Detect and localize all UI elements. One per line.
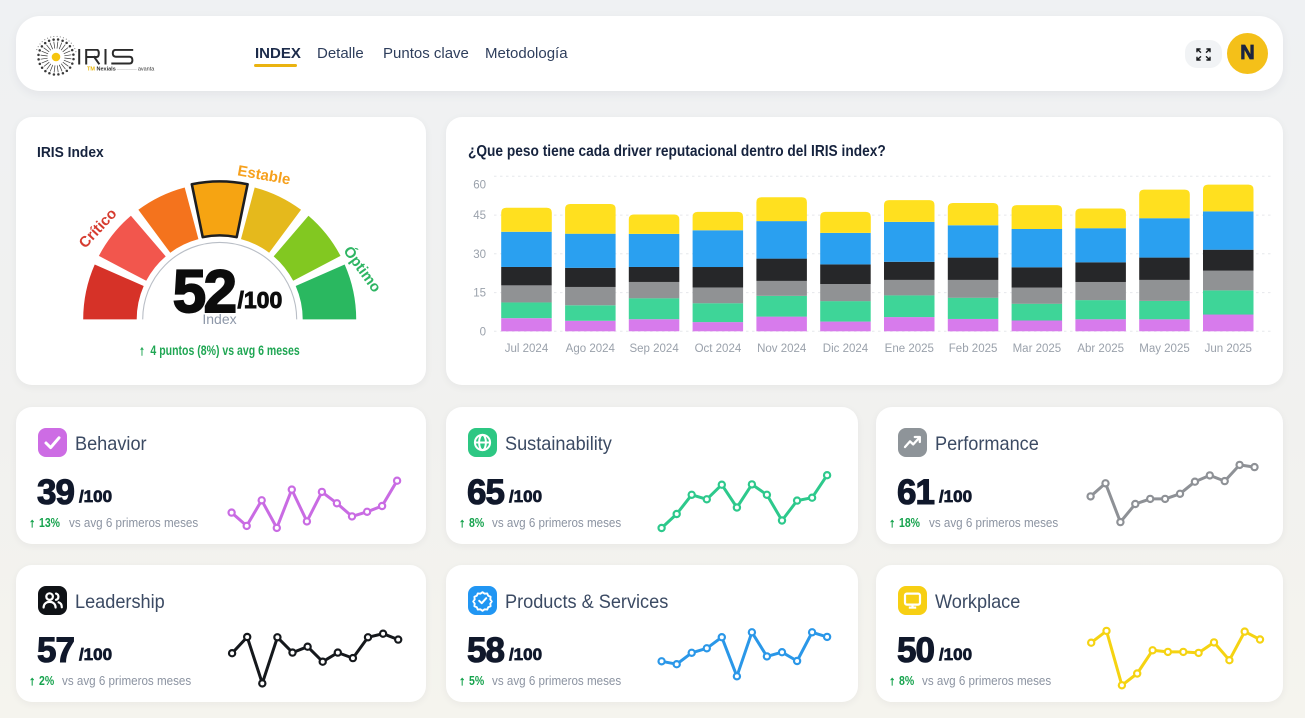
svg-text:Ene 2025: Ene 2025	[885, 343, 934, 355]
svg-text:Jul 2024: Jul 2024	[505, 343, 549, 355]
svg-text:45: 45	[473, 210, 486, 222]
svg-text:Oct 2024: Oct 2024	[695, 343, 742, 355]
svg-text:30: 30	[473, 249, 486, 261]
svg-text:0: 0	[480, 326, 486, 338]
svg-text:TM Nexials ─────── avanta: TM Nexials ─────── avanta	[87, 67, 155, 73]
svg-text:Feb 2025: Feb 2025	[949, 343, 998, 355]
svg-text:Dic 2024: Dic 2024	[823, 343, 869, 355]
svg-text:Mar 2025: Mar 2025	[1013, 343, 1062, 355]
svg-text:Abr 2025: Abr 2025	[1077, 343, 1124, 355]
svg-text:May 2025: May 2025	[1139, 343, 1190, 355]
svg-text:Jun 2025: Jun 2025	[1205, 343, 1252, 355]
svg-text:Sep 2024: Sep 2024	[629, 343, 679, 355]
svg-text:15: 15	[473, 288, 486, 300]
svg-text:60: 60	[473, 179, 486, 191]
svg-text:Nov 2024: Nov 2024	[757, 343, 807, 355]
svg-text:Ago 2024: Ago 2024	[566, 343, 616, 355]
